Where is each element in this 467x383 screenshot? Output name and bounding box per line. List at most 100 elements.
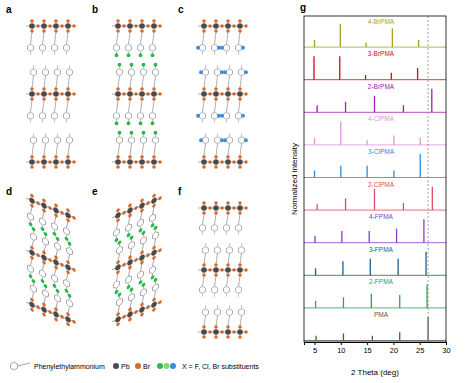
- molecule-bond: [239, 32, 241, 44]
- molecule-bond: [228, 316, 230, 326]
- molecule-ring: [30, 69, 36, 76]
- peak: [392, 28, 393, 47]
- series-label: 2-BrPMA: [368, 83, 395, 90]
- br-atom: [244, 268, 248, 272]
- br-atom: [152, 87, 156, 91]
- pb-atom: [29, 301, 35, 309]
- molecule-bond: [33, 133, 34, 137]
- molecule-bond: [141, 264, 143, 272]
- molecule-bond: [118, 76, 120, 88]
- substituent: [68, 241, 72, 246]
- substituent: [65, 236, 69, 241]
- molecule-bond: [54, 51, 55, 55]
- molecule-bond: [215, 276, 217, 286]
- substituent: [154, 225, 158, 230]
- br-atom: [30, 193, 34, 198]
- molecule-bond: [30, 119, 31, 123]
- pb-atom: [237, 23, 243, 29]
- pb-atom: [201, 267, 207, 273]
- substituent: [154, 277, 158, 282]
- molecule-ring: [226, 309, 232, 316]
- br-atom: [30, 255, 34, 260]
- pb-atom: [151, 91, 157, 97]
- br-atom: [116, 97, 120, 101]
- pb-atom: [139, 23, 145, 29]
- series-label: 2-ClPMA: [368, 181, 395, 188]
- peak: [403, 105, 404, 112]
- series-label: 2-FPMA: [369, 278, 394, 285]
- br-atom: [30, 87, 34, 91]
- molecule-ring: [214, 69, 220, 76]
- molecule-ring: [63, 44, 69, 51]
- molecule-bond: [228, 254, 230, 264]
- br-atom: [72, 215, 76, 220]
- molecule-bond: [117, 273, 119, 281]
- substituent: [118, 63, 122, 67]
- molecule-ring: [149, 265, 155, 274]
- pb-atom: [29, 197, 35, 205]
- br-atom: [66, 165, 70, 169]
- peak: [315, 301, 316, 308]
- br-atom: [226, 29, 230, 33]
- br-atom: [140, 208, 144, 213]
- molecule-bond: [217, 305, 218, 309]
- key-substituent: [157, 363, 163, 369]
- molecule-bond: [215, 214, 217, 224]
- molecule-bond: [42, 51, 43, 55]
- molecule-bond: [203, 100, 205, 112]
- x-tick: 10: [337, 342, 345, 355]
- molecule-bond: [117, 100, 119, 112]
- br-atom: [66, 260, 70, 265]
- substituent: [151, 275, 155, 280]
- molecule-bond: [216, 316, 218, 326]
- substituent: [151, 223, 155, 228]
- substituent: [127, 53, 131, 57]
- br-atom: [72, 24, 76, 28]
- molecule-bond: [214, 293, 215, 297]
- molecule-bond: [241, 305, 242, 309]
- pb-atom: [201, 329, 207, 335]
- molecule-bond: [130, 144, 132, 156]
- br-atom: [202, 273, 206, 277]
- br-atom: [158, 196, 162, 201]
- molecule-bond: [130, 76, 132, 88]
- x-tick-mark: [341, 342, 342, 345]
- molecule-ring: [223, 286, 229, 293]
- molecule-ring: [54, 294, 60, 303]
- pb-atom: [53, 23, 59, 29]
- br-atom: [158, 160, 162, 164]
- peak: [340, 121, 341, 144]
- br-atom: [226, 325, 230, 329]
- molecule-ring: [125, 223, 131, 232]
- molecule-bond: [33, 65, 34, 69]
- series: [304, 89, 446, 112]
- br-atom: [226, 263, 230, 267]
- peak: [314, 170, 315, 177]
- molecule-bond: [228, 76, 230, 88]
- pb-atom: [225, 205, 231, 211]
- molecule-bond: [67, 32, 69, 44]
- peak: [423, 219, 424, 242]
- pb-atom: [237, 205, 243, 211]
- structure-panel: d: [6, 186, 76, 329]
- br-atom: [238, 335, 242, 339]
- br-atom: [42, 29, 46, 33]
- xrd-chart: g4-BrPMA3-BrPMA2-BrPMA4-ClPMA3-ClPMA2-Cl…: [290, 2, 451, 377]
- substituent: [115, 237, 119, 242]
- br-atom: [72, 267, 76, 272]
- pb-atom: [65, 211, 71, 219]
- molecule-ring: [42, 237, 48, 246]
- peak: [417, 68, 418, 80]
- molecule-bond: [44, 144, 46, 156]
- substituent: [154, 63, 158, 67]
- molecule-bond: [226, 293, 227, 297]
- peak: [315, 336, 316, 341]
- molecule-bond: [226, 231, 227, 235]
- br-atom: [140, 165, 144, 169]
- x-tick-label: 20: [390, 346, 398, 355]
- pb-atom: [41, 254, 47, 262]
- molecule-ring: [42, 137, 48, 144]
- molecule-bond: [129, 216, 131, 224]
- br-atom: [152, 255, 156, 260]
- series-label: 4-BrPMA: [368, 18, 395, 25]
